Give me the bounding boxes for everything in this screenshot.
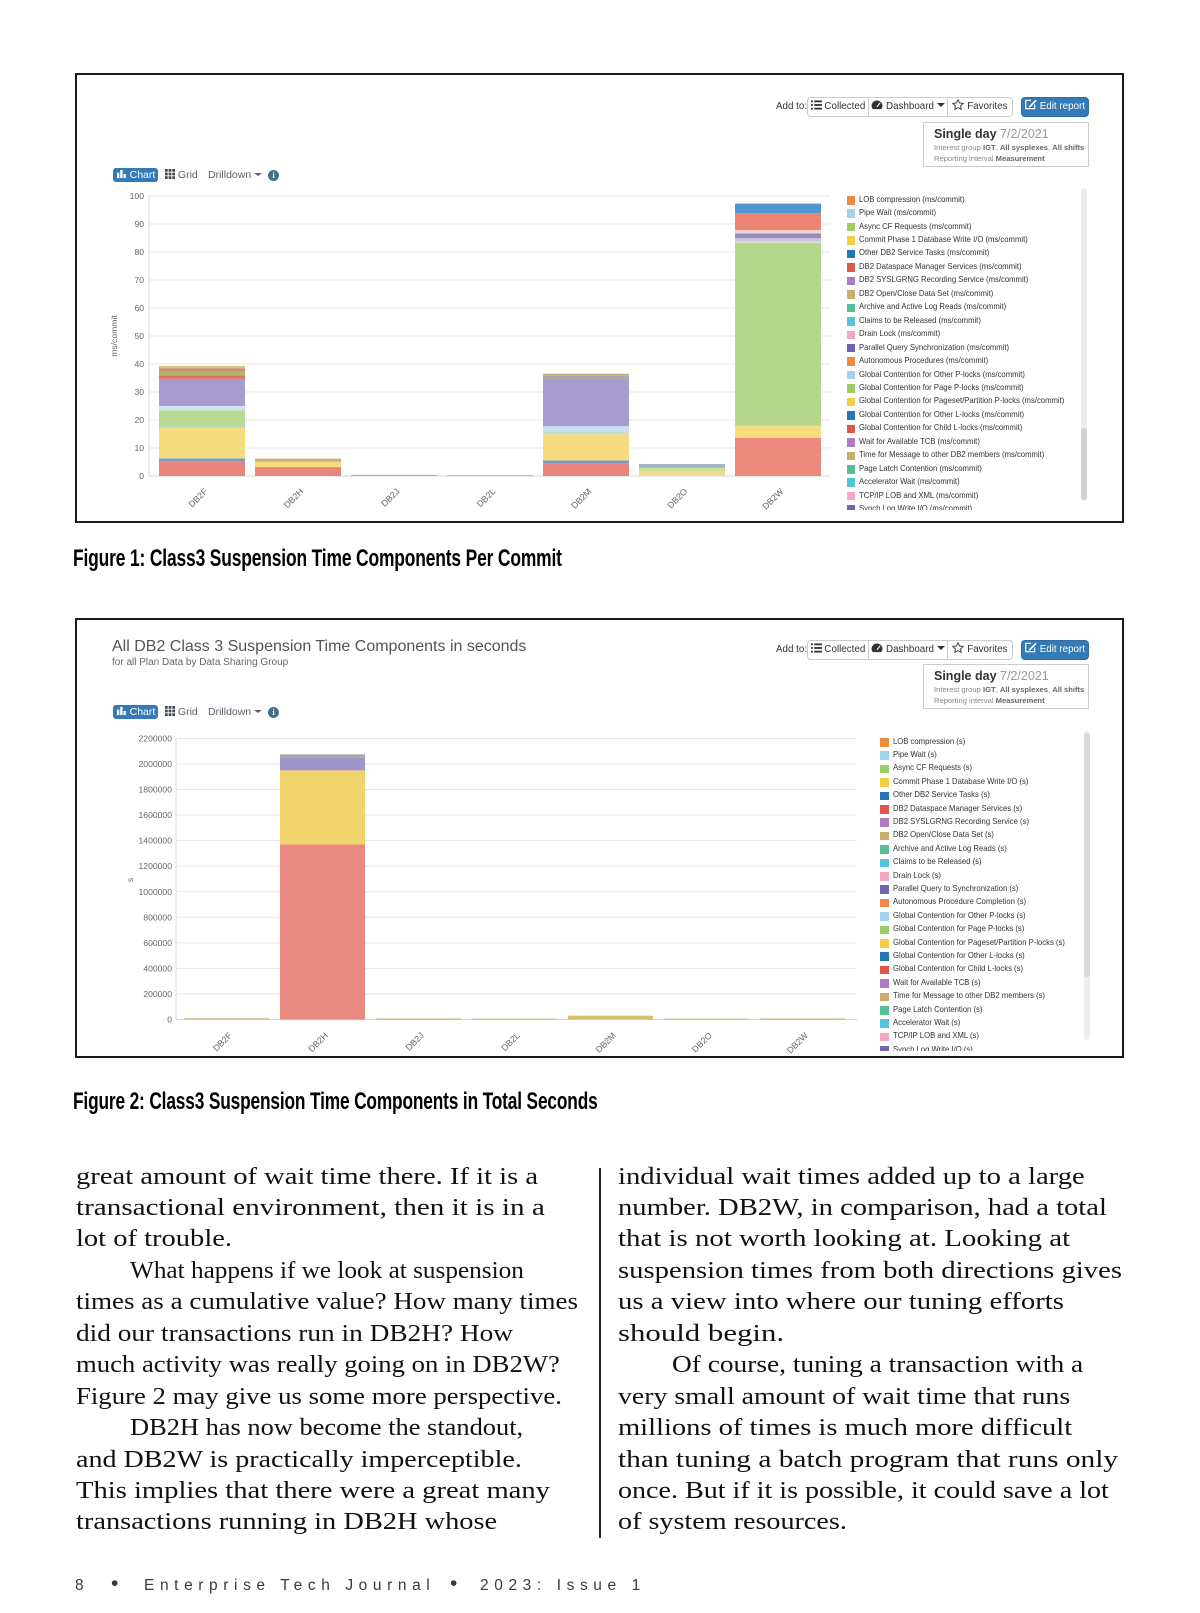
svg-text:s: s: [125, 878, 135, 882]
svg-text:400000: 400000: [143, 963, 172, 973]
svg-text:ms/commit: ms/commit: [109, 315, 119, 357]
svg-text:1000000: 1000000: [139, 887, 173, 897]
svg-text:1200000: 1200000: [139, 861, 173, 871]
svg-text:40: 40: [134, 359, 144, 369]
svg-text:90: 90: [134, 219, 144, 229]
svg-text:DB2O: DB2O: [690, 1030, 714, 1054]
svg-text:DB2H: DB2H: [306, 1030, 330, 1054]
svg-text:800000: 800000: [143, 912, 172, 922]
svg-text:20: 20: [134, 415, 144, 425]
svg-text:2200000: 2200000: [139, 734, 173, 744]
svg-text:DB2L: DB2L: [499, 1030, 522, 1053]
svg-text:70: 70: [134, 275, 144, 285]
svg-text:1400000: 1400000: [139, 836, 173, 846]
svg-text:60: 60: [134, 303, 144, 313]
svg-text:80: 80: [134, 247, 144, 257]
svg-text:DB2F: DB2F: [211, 1030, 234, 1053]
svg-text:600000: 600000: [143, 938, 172, 948]
svg-text:DB2W: DB2W: [785, 1030, 811, 1056]
svg-text:50: 50: [134, 331, 144, 341]
svg-text:0: 0: [167, 1015, 172, 1025]
svg-text:1600000: 1600000: [139, 810, 173, 820]
svg-text:0: 0: [139, 471, 144, 481]
svg-text:DB2M: DB2M: [594, 1030, 618, 1054]
svg-text:100: 100: [130, 191, 145, 201]
svg-text:10: 10: [134, 443, 144, 453]
svg-text:200000: 200000: [143, 989, 172, 999]
svg-text:DB2J: DB2J: [404, 1030, 426, 1052]
svg-text:30: 30: [134, 387, 144, 397]
svg-text:1800000: 1800000: [139, 785, 173, 795]
svg-text:2000000: 2000000: [139, 759, 173, 769]
